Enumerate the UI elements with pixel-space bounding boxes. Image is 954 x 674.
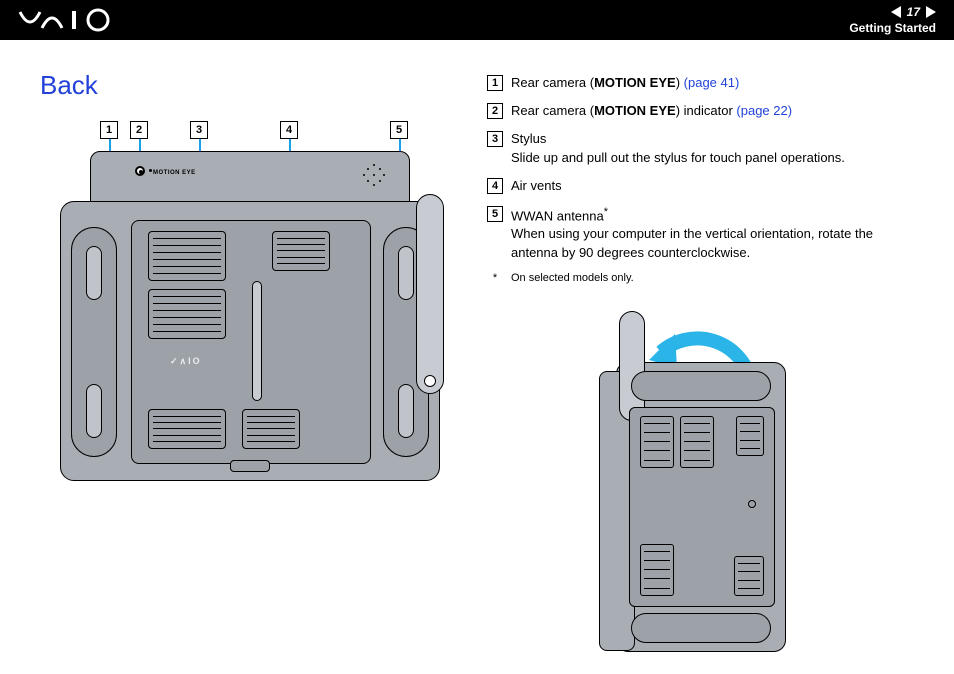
list-text: Air vents <box>511 177 562 195</box>
foot-slot <box>86 246 102 300</box>
foot-slot <box>398 246 414 300</box>
motion-eye-label: MOTION EYE <box>153 170 196 176</box>
camera-indicator-icon <box>149 169 152 172</box>
list-number: 4 <box>487 178 503 194</box>
page-link[interactable]: (page 22) <box>736 103 792 118</box>
center-panel: ✓∧IO <box>131 220 371 464</box>
footnote-text: On selected models only. <box>511 272 634 284</box>
foot-slot <box>398 384 414 438</box>
page-navigator: 17 <box>849 5 936 19</box>
air-vent-icon <box>640 416 674 468</box>
footnote: * On selected models only. <box>487 272 914 284</box>
callout-box-4: 4 <box>280 121 298 139</box>
section-title: Getting Started <box>849 21 936 35</box>
list-text: Stylus Slide up and pull out the stylus … <box>511 130 845 166</box>
latch-icon <box>230 460 270 472</box>
list-number: 2 <box>487 103 503 119</box>
list-item: 1 Rear camera (MOTION EYE) (page 41) <box>487 74 914 92</box>
list-item: 4 Air vents <box>487 177 914 195</box>
air-vent-icon <box>242 409 300 449</box>
back-diagram: 1 2 3 4 5 MOTION EYE <box>60 121 440 501</box>
wwan-antenna-icon <box>416 194 444 394</box>
device-base: ✓∧IO <box>60 201 440 481</box>
air-vent-icon <box>640 544 674 596</box>
rear-camera-icon <box>135 166 145 176</box>
page-number: 17 <box>907 5 920 19</box>
callout-row: 1 2 3 4 5 <box>60 121 440 145</box>
left-foot <box>71 227 117 457</box>
air-vent-icon <box>272 231 330 271</box>
air-vent-icon <box>736 416 764 456</box>
vaio-badge: ✓∧IO <box>170 356 202 367</box>
air-vent-icon <box>148 409 226 449</box>
stylus-slot-icon <box>252 281 262 401</box>
device-screen-edge: MOTION EYE <box>90 151 410 206</box>
air-vent-icon <box>148 231 226 281</box>
page-link[interactable]: (page 41) <box>684 75 740 90</box>
list-number: 5 <box>487 206 503 222</box>
device-vertical-body <box>616 362 786 652</box>
list-text: WWAN antenna* When using your computer i… <box>511 205 914 262</box>
device-illustration: MOTION EYE <box>60 151 440 481</box>
v-foot <box>631 371 771 401</box>
page-header: 17 Getting Started <box>0 0 954 40</box>
v-foot <box>631 613 771 643</box>
air-vent-icon <box>148 289 226 339</box>
list-text: Rear camera (MOTION EYE) indicator (page… <box>511 102 792 120</box>
air-vent-icon <box>680 416 714 468</box>
vaio-logo <box>18 8 128 32</box>
callout-box-2: 2 <box>130 121 148 139</box>
air-vent-icon <box>734 556 764 596</box>
vertical-diagram <box>586 302 816 652</box>
callout-box-5: 5 <box>390 121 408 139</box>
page-title: Back <box>40 70 467 101</box>
right-column: 1 Rear camera (MOTION EYE) (page 41) 2 R… <box>487 70 914 652</box>
list-item: 3 Stylus Slide up and pull out the stylu… <box>487 130 914 166</box>
list-item: 2 Rear camera (MOTION EYE) indicator (pa… <box>487 102 914 120</box>
prev-page-icon[interactable] <box>891 6 901 18</box>
next-page-icon[interactable] <box>926 6 936 18</box>
callout-box-3: 3 <box>190 121 208 139</box>
v-center-panel <box>629 407 775 607</box>
speaker-grille-icon <box>361 160 389 188</box>
list-item: 5 WWAN antenna* When using your computer… <box>487 205 914 262</box>
list-number: 3 <box>487 131 503 147</box>
left-column: Back 1 2 3 4 5 MOTION EYE <box>40 70 467 652</box>
page-content: Back 1 2 3 4 5 MOTION EYE <box>0 40 954 662</box>
callout-box-1: 1 <box>100 121 118 139</box>
list-text: Rear camera (MOTION EYE) (page 41) <box>511 74 739 92</box>
wwan-antenna-rotated-icon <box>619 311 645 421</box>
list-number: 1 <box>487 75 503 91</box>
footnote-marker: * <box>487 272 503 284</box>
callout-list: 1 Rear camera (MOTION EYE) (page 41) 2 R… <box>487 74 914 262</box>
foot-slot <box>86 384 102 438</box>
pivot-icon <box>748 500 756 508</box>
header-right: 17 Getting Started <box>849 5 936 35</box>
